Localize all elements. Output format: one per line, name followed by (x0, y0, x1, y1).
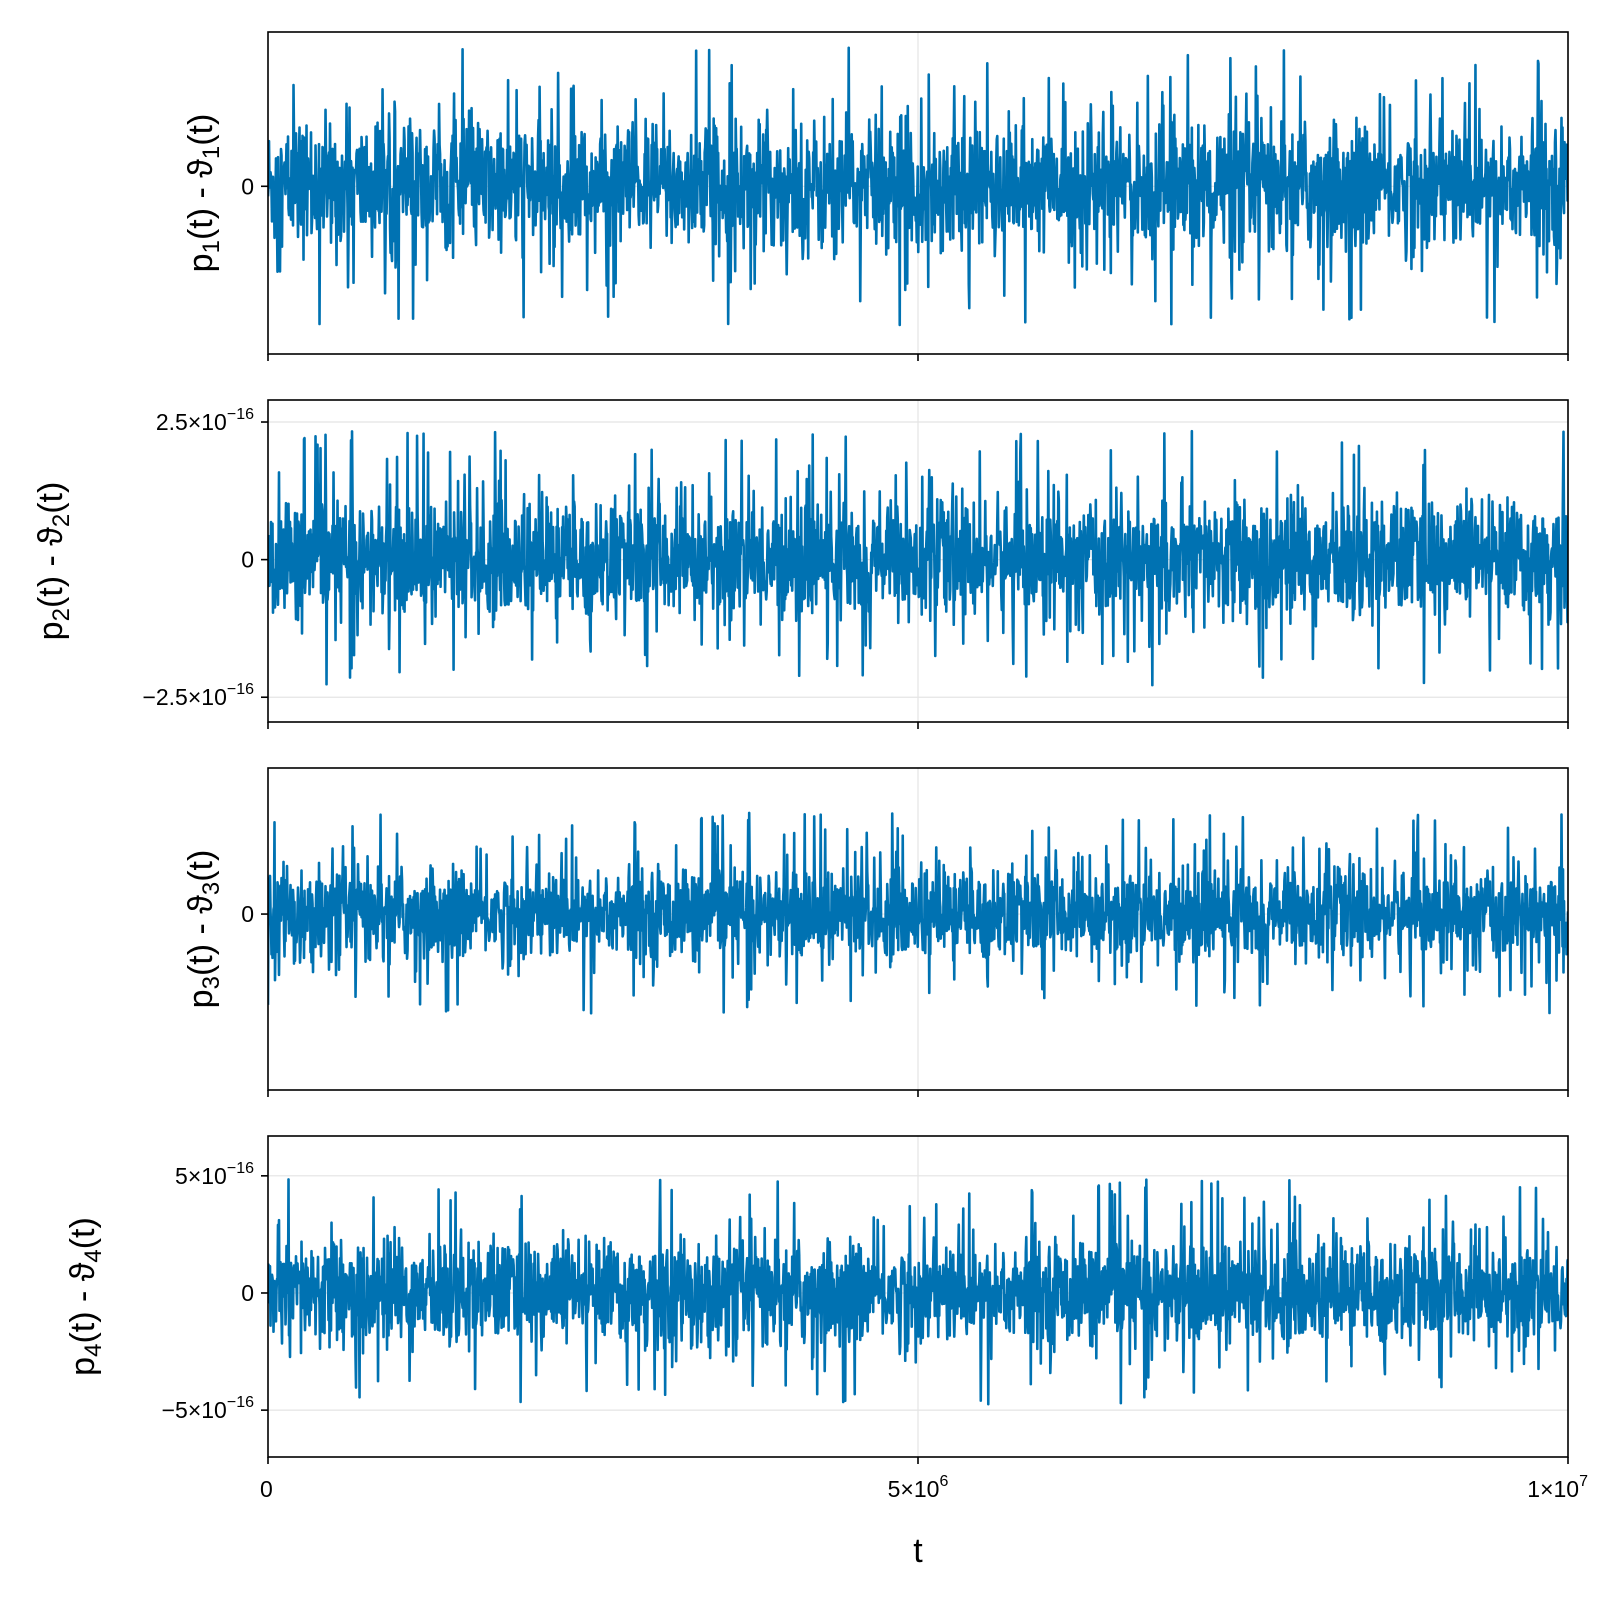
y-tick-label: 2.5×10−16 (156, 406, 254, 435)
series-line-4 (268, 1178, 1568, 1406)
panel-3: 0 p3(t) - ϑ3(t) (182, 767, 1569, 1097)
y-tick-label: 0 (241, 901, 254, 927)
series-line-3 (268, 811, 1568, 1015)
y-axis-title-1: p1(t) - ϑ1(t) (182, 114, 225, 273)
y-tick-label: 0 (241, 547, 254, 573)
x-tick-label: 0 (260, 1476, 273, 1502)
panel-2: 2.5×10−16 0 −2.5×10−16 p2(t) - ϑ2(t) (32, 399, 1569, 729)
x-tick-label: 5×106 (888, 1473, 949, 1502)
y-tick-label: −5×10−16 (162, 1394, 254, 1423)
series-line-1 (268, 46, 1568, 327)
y-axis-title-3: p3(t) - ϑ3(t) (182, 850, 225, 1009)
x-axis: 0 5×106 1×107 (260, 1473, 1588, 1502)
y-axis-title-2: p2(t) - ϑ2(t) (32, 482, 75, 641)
panel-4: 5×10−16 0 −5×10−16 p4(t) - ϑ4(t) (64, 1135, 1569, 1464)
panel-1: 0 p1(t) - ϑ1(t) (182, 31, 1569, 361)
y-tick-label: 0 (241, 173, 254, 199)
y-tick-label: 0 (241, 1280, 254, 1306)
y-axis-title-4: p4(t) - ϑ4(t) (64, 1217, 107, 1376)
x-axis-title: t (913, 1532, 923, 1570)
y-tick-label: 5×10−16 (175, 1160, 254, 1189)
panels-group: 0 p1(t) - ϑ1(t) 2.5×10−16 0 −2.5×10−16 p2(t) … (32, 31, 1569, 1464)
y-tick-label: −2.5×10−16 (142, 681, 254, 710)
series-line-2 (268, 429, 1568, 687)
x-tick-label: 1×107 (1527, 1473, 1588, 1502)
